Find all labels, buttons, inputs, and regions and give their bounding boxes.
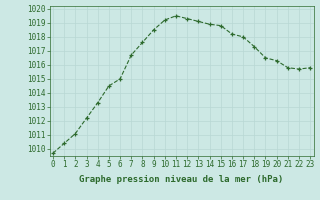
X-axis label: Graphe pression niveau de la mer (hPa): Graphe pression niveau de la mer (hPa) [79,175,284,184]
